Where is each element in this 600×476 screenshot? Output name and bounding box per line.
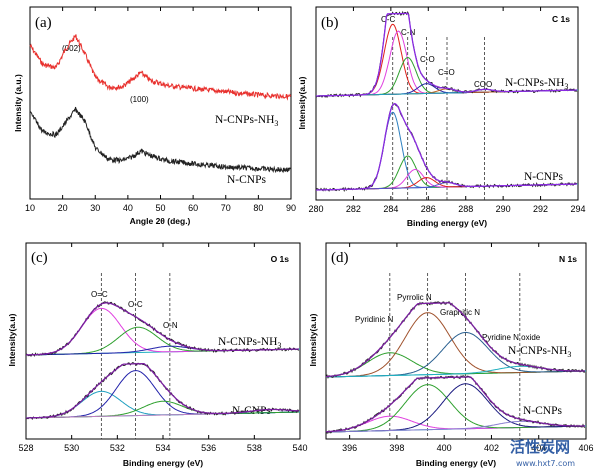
panel-d: (d) N 1s Binding energy (eV) Intensity(a… bbox=[308, 242, 594, 468]
panel-b-series-label-cnps: N-CNPs bbox=[524, 171, 564, 183]
panel-b-series-label-nh3: N-CNPs-NH3 bbox=[505, 77, 568, 91]
x-tick-label: 70 bbox=[221, 203, 231, 213]
x-tick-label: 530 bbox=[64, 443, 79, 453]
panel-b-tag-cc: C-C bbox=[381, 15, 395, 24]
panel-c-tag-oc-double: O=C bbox=[91, 290, 108, 299]
panel-d-tag-pyridinic: Pyridinic N bbox=[355, 315, 393, 324]
panel-d-tag-pyrrolic: Pyrrolic N bbox=[397, 293, 432, 302]
x-tick-label: 282 bbox=[346, 204, 361, 214]
panel-b-tag-cn: C-N bbox=[401, 28, 415, 37]
panel-a-peak-100: (100) bbox=[130, 95, 149, 104]
panel-b-tag-c-o-double: C=O bbox=[438, 68, 455, 77]
fit-envelope bbox=[326, 376, 585, 433]
panel-c-xlabel: Binding energy (eV) bbox=[123, 458, 203, 468]
x-tick-label: 280 bbox=[308, 204, 323, 214]
fit-envelope bbox=[325, 302, 585, 378]
x-tick-label: 294 bbox=[570, 204, 585, 214]
x-tick-label: 404 bbox=[531, 443, 546, 453]
fit-envelope bbox=[316, 102, 577, 191]
panel-a-peak-002: (002) bbox=[62, 44, 81, 53]
panel-a-xlabel: Angle 2θ (deg.) bbox=[130, 216, 191, 226]
x-tick-label: 10 bbox=[25, 203, 35, 213]
x-tick-label: 290 bbox=[496, 204, 511, 214]
x-tick-label: 538 bbox=[247, 443, 262, 453]
panel-b-xlabel: Binding energy (eV) bbox=[407, 218, 487, 228]
x-tick-label: 536 bbox=[201, 443, 216, 453]
x-tick-label: 288 bbox=[458, 204, 473, 214]
x-tick-label: 90 bbox=[286, 203, 296, 213]
x-tick-label: 30 bbox=[90, 203, 100, 213]
x-tick-label: 398 bbox=[389, 443, 404, 453]
panel-b-ylabel: Intensity(a.u) bbox=[297, 76, 307, 129]
panel-c-title: O 1s bbox=[271, 254, 290, 264]
watermark-url: www.hxt7.com bbox=[516, 459, 575, 468]
xrd-line-cnps bbox=[29, 106, 292, 174]
x-tick-label: 534 bbox=[155, 443, 170, 453]
panel-c: (c) O 1s Binding energy (eV) Intensity(a… bbox=[7, 242, 308, 468]
x-tick-label: 20 bbox=[58, 203, 68, 213]
x-tick-label: 406 bbox=[578, 443, 593, 453]
panel-c-label: (c) bbox=[31, 250, 48, 266]
panel-c-series-label-nh3: N-CNPs-NH3 bbox=[218, 336, 281, 350]
x-tick-label: 528 bbox=[18, 443, 33, 453]
x-tick-label: 532 bbox=[110, 443, 125, 453]
watermark-title: 活性炭网 bbox=[510, 438, 570, 456]
panel-d-ylabel: Intensity(a.u) bbox=[308, 313, 318, 366]
panel-b-title: C 1s bbox=[552, 14, 570, 24]
panel-a-frame bbox=[29, 6, 292, 200]
fit-component bbox=[25, 307, 299, 356]
x-tick-label: 292 bbox=[533, 204, 548, 214]
x-tick-label: 284 bbox=[383, 204, 398, 214]
fit-envelope bbox=[25, 302, 299, 356]
panel-d-label: (d) bbox=[331, 250, 349, 266]
x-tick-label: 540 bbox=[292, 443, 307, 453]
raw-spectrum bbox=[315, 10, 578, 98]
panel-a-label: (a) bbox=[35, 15, 52, 31]
panel-b: (b) C 1s Binding energy (eV) Intensity(a… bbox=[297, 6, 586, 228]
x-tick-label: 80 bbox=[253, 203, 263, 213]
watermark: 活性炭网 www.hxt7.com bbox=[510, 438, 575, 468]
x-tick-label: 50 bbox=[155, 203, 165, 213]
x-tick-label: 402 bbox=[484, 443, 499, 453]
panel-a-series-label-nh3: N-CNPs-NH3 bbox=[215, 114, 278, 128]
panel-d-xlabel: Binding energy (eV) bbox=[416, 458, 496, 468]
x-tick-label: 60 bbox=[188, 203, 198, 213]
x-tick-label: 396 bbox=[342, 443, 357, 453]
panel-d-series-label-nh3: N-CNPs-NH3 bbox=[508, 345, 571, 359]
x-tick-label: 286 bbox=[421, 204, 436, 214]
panel-b-tag-coo: COO bbox=[474, 80, 492, 89]
panel-c-ylabel: Intensity(a.u) bbox=[7, 313, 17, 366]
panel-b-tag-co: C-O bbox=[420, 55, 435, 64]
panel-d-tag-pyridine-oxide: Pyridine N oxide bbox=[482, 333, 541, 342]
fit-envelope bbox=[26, 363, 299, 419]
panel-d-tag-graphitic: Graphitic N bbox=[440, 308, 480, 317]
panel-c-tag-on: O-N bbox=[163, 321, 178, 330]
panel-d-series-label-cnps: N-CNPs bbox=[523, 405, 563, 417]
panel-b-label: (b) bbox=[321, 15, 339, 31]
panel-a: (a) Angle 2θ (deg.) Intensity (a.u.) (00… bbox=[13, 6, 296, 226]
fit-envelope bbox=[316, 12, 577, 97]
x-tick-label: 400 bbox=[437, 443, 452, 453]
xrd-line-nh3 bbox=[29, 34, 292, 101]
panel-a-ylabel: Intensity (a.u.) bbox=[13, 74, 23, 132]
panel-d-title: N 1s bbox=[559, 254, 577, 264]
panel-a-series-label-cnps: N-CNPs bbox=[227, 174, 267, 186]
x-tick-label: 40 bbox=[123, 203, 133, 213]
panel-d-frame bbox=[325, 242, 587, 440]
